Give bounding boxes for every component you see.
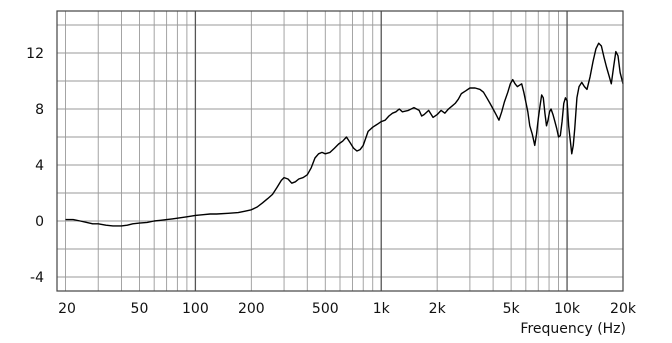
plot-frame [56,10,624,292]
y-tick-label: 0 [35,214,44,230]
x-tick-label: 1k [373,301,391,317]
x-tick-label: 100 [182,301,209,317]
x-tick-label: 200 [238,301,265,317]
x-tick-label: 50 [131,301,149,317]
y-tick-label: 12 [26,46,44,62]
x-tick-label: 20 [58,301,76,317]
x-tick-label: 10k [554,301,581,317]
y-tick-label: 4 [35,158,44,174]
series-group [65,42,624,227]
x-tick-label: 2k [429,301,447,317]
y-axis-ticks: -4 0 4 8 12 [26,46,44,286]
x-axis-title: Frequency (Hz) [520,321,626,337]
y-tick-label: 8 [35,102,44,118]
series-line [65,42,624,227]
x-tick-label: 500 [312,301,339,317]
minor-grid [57,11,624,291]
y-tick-label: -4 [30,270,44,286]
x-tick-label: 5k [503,301,521,317]
major-grid [194,11,568,291]
x-axis-ticks: 20 50 100 200 500 1k 2k 5k 10k 20k [58,301,637,317]
x-tick-label: 20k [610,301,637,317]
